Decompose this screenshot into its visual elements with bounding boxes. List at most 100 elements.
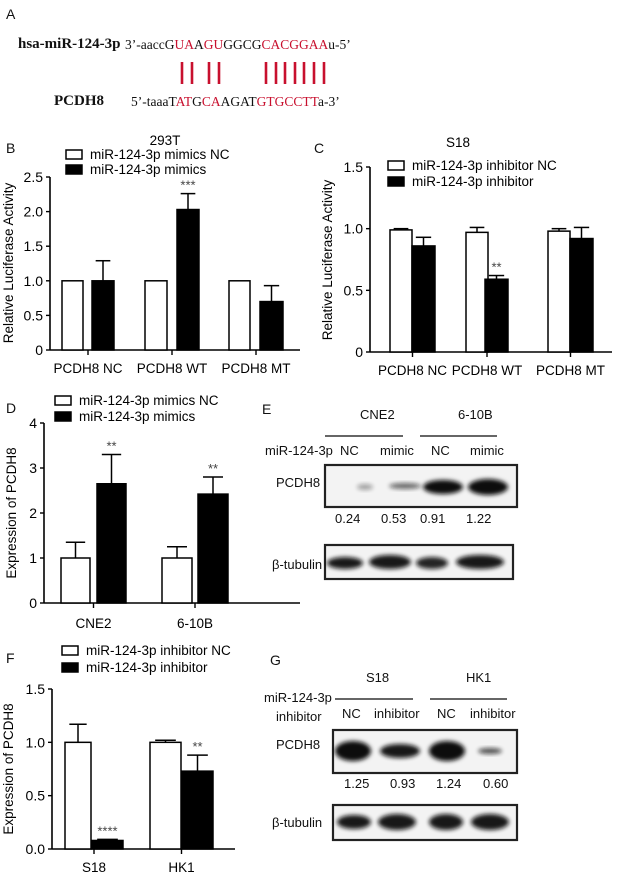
bar <box>161 557 193 604</box>
bar <box>176 208 200 351</box>
row-label: miR-124-3p <box>264 690 332 705</box>
band-value: 0.24 <box>335 511 361 526</box>
y-tick-label: 2 <box>29 505 37 521</box>
significance-stars: ** <box>192 739 202 754</box>
significance-stars: ** <box>208 461 218 476</box>
unpaired-bases: G <box>192 94 202 109</box>
significance-stars: *** <box>180 178 195 193</box>
y-tick-label: 0 <box>35 342 43 358</box>
y-tick-label: 3 <box>29 460 37 476</box>
protein-band <box>478 748 502 754</box>
paired-bases: UA <box>174 37 194 52</box>
group-label: 6-10B <box>458 407 493 422</box>
lane-label: NC <box>437 706 456 721</box>
group-label: HK1 <box>466 670 492 685</box>
lane-label: mimic <box>470 443 504 458</box>
row-label: inhibitor <box>276 709 322 724</box>
band-value: 1.24 <box>436 776 462 791</box>
protein-band <box>378 814 416 830</box>
lane-label: NC <box>431 443 450 458</box>
x-tick-label: PCDH8 NC <box>53 361 122 376</box>
bar <box>389 229 413 353</box>
band-value: 0.60 <box>483 776 509 791</box>
y-axis-label: Expression of PCDH8 <box>4 447 19 578</box>
protein-band <box>357 484 373 490</box>
legend-label: miR-124-3p inhibitor NC <box>86 643 231 658</box>
significance-stars: **** <box>97 823 117 838</box>
bar <box>197 493 229 604</box>
y-tick-label: 0.0 <box>26 841 46 857</box>
protein-band <box>471 814 509 830</box>
bar <box>96 483 127 604</box>
protein-band <box>337 815 371 829</box>
legend-label: miR-124-3p mimics NC <box>79 393 219 408</box>
x-tick-label: PCDH8 WT <box>452 363 523 378</box>
bar <box>547 230 571 353</box>
blot-label: β-tubulin <box>272 815 323 830</box>
y-tick-label: 0.5 <box>26 788 46 804</box>
y-tick-label: 1.0 <box>24 273 44 289</box>
significance-stars: ** <box>491 260 501 275</box>
paired-bases: AT <box>175 94 193 109</box>
legend-swatch <box>54 395 72 406</box>
chart-title: S18 <box>446 135 470 150</box>
protein-band <box>429 741 465 761</box>
y-tick-label: 0 <box>29 595 37 611</box>
x-tick-label: PCDH8 MT <box>536 363 605 378</box>
mirna-sequence: 3’-aaccGUAAGUGGCGCACGGAAu-5’ <box>125 37 351 53</box>
lane-label: mimic <box>380 443 414 458</box>
band-value: 1.25 <box>344 776 370 791</box>
legend-swatch <box>387 176 405 187</box>
protein-band <box>468 479 508 495</box>
y-tick-label: 0.5 <box>344 282 364 298</box>
protein-band <box>327 557 363 569</box>
bar <box>259 300 284 351</box>
legend-label: miR-124-3p mimics NC <box>90 147 230 162</box>
bar <box>144 280 168 351</box>
legend-swatch <box>54 411 72 422</box>
paired-bases: CACGGAA <box>261 37 329 52</box>
y-tick-label: 1 <box>29 550 37 566</box>
lane-label: inhibitor <box>374 706 420 721</box>
y-tick-label: 1.5 <box>26 681 46 697</box>
y-tick-label: 1.5 <box>344 159 364 175</box>
legend-label: miR-124-3p inhibitor NC <box>412 158 557 173</box>
bar <box>228 280 251 351</box>
unpaired-bases: 5’-taaaT <box>131 94 176 109</box>
panel-label-c: C <box>314 140 325 156</box>
unpaired-bases: A <box>193 37 204 52</box>
x-tick-label: PCDH8 NC <box>378 363 447 378</box>
chart-title: 293T <box>150 133 181 148</box>
significance-stars: ** <box>106 439 116 454</box>
x-tick-label: HK1 <box>168 860 194 875</box>
protein-band <box>429 814 463 830</box>
protein-band <box>380 744 420 758</box>
legend-swatch <box>61 662 79 673</box>
legend-label: miR-124-3p mimics <box>90 162 207 177</box>
group-label: S18 <box>366 670 390 685</box>
y-tick-label: 1.0 <box>344 221 364 237</box>
y-tick-label: 2.0 <box>24 204 44 220</box>
blot-label: PCDH8 <box>276 737 321 752</box>
unpaired-bases: GGCG <box>223 37 262 52</box>
bar <box>411 245 436 353</box>
bar <box>91 839 124 850</box>
legend-swatch <box>65 149 83 160</box>
y-axis-label: Relative Luciferase Activity <box>1 182 16 343</box>
paired-bases: GU <box>203 37 224 52</box>
bar <box>149 741 182 850</box>
y-tick-label: 1.5 <box>24 238 44 254</box>
legend-label: miR-124-3p inhibitor <box>412 174 534 189</box>
x-tick-label: PCDH8 WT <box>137 361 208 376</box>
x-tick-label: S18 <box>82 860 106 875</box>
protein-band <box>369 555 411 569</box>
lane-label: inhibitor <box>470 706 516 721</box>
blot-label: PCDH8 <box>276 475 321 490</box>
mirna-name: hsa-miR-124-3p <box>18 36 121 52</box>
protein-band <box>416 557 448 569</box>
target-name: PCDH8 <box>54 93 104 109</box>
bar <box>60 557 91 604</box>
band-value: 0.53 <box>381 511 407 526</box>
y-tick-label: 1.0 <box>26 734 46 750</box>
